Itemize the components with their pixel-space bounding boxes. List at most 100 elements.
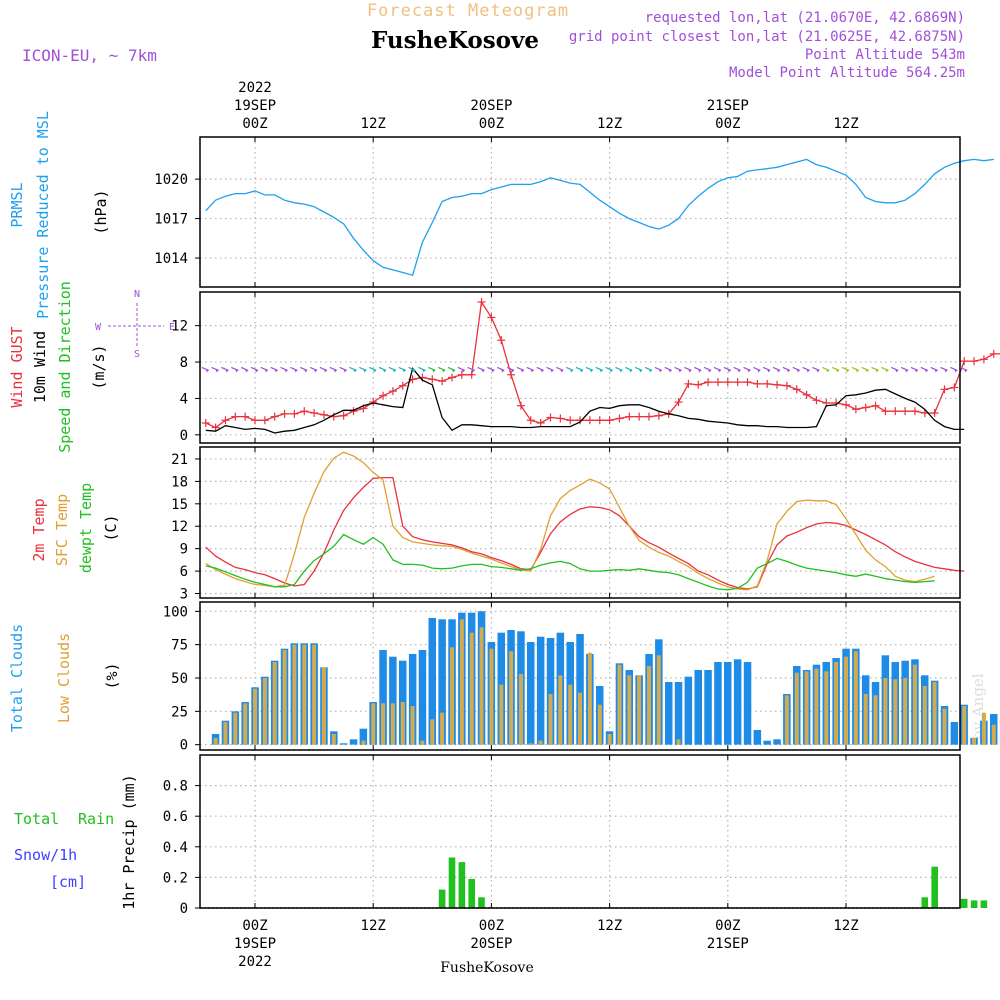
dewpt-line xyxy=(205,533,935,591)
temp-labels: 2m Temp SFC Temp dewpt Temp (C) xyxy=(30,483,120,573)
wind-arrow-head xyxy=(560,369,564,373)
gust-marker xyxy=(467,370,476,379)
wind-arrow-head xyxy=(383,369,387,373)
wind-arrow-head xyxy=(767,369,771,373)
low-cloud-bar xyxy=(853,651,858,745)
wind-arrow xyxy=(398,366,406,371)
pressure-line xyxy=(205,158,994,276)
wind-arrow xyxy=(437,366,446,371)
wind-arrow-head xyxy=(294,369,298,373)
wind-arrow-head xyxy=(255,369,258,373)
low-cloud-bar xyxy=(459,619,464,745)
low-cloud-bar xyxy=(568,684,573,745)
gust-marker xyxy=(615,414,624,423)
wind-arrow xyxy=(615,366,623,371)
gust-marker xyxy=(605,416,614,425)
wind-arrow xyxy=(250,366,259,371)
low-cloud-bar xyxy=(863,694,868,745)
y-tick-label: 25 xyxy=(171,704,188,720)
gust-marker xyxy=(851,405,860,414)
pressure-labels: PRMSL Pressure Reduced to MSL (hPa) xyxy=(8,111,110,319)
label-prmsl: PRMSL xyxy=(8,182,26,227)
total-cloud-bar xyxy=(379,650,387,745)
wind-arrow-head xyxy=(452,369,455,373)
total-cloud-bar xyxy=(408,654,417,745)
low-cloud-bar xyxy=(676,739,681,745)
requested-coords: requested lon,lat (21.0670E, 42.6869N) xyxy=(645,10,965,26)
pressure-panel: 1014 1017 1020 xyxy=(154,136,994,288)
wind-arrow-head xyxy=(639,369,643,373)
y-tick-label: 100 xyxy=(163,604,188,620)
wind-arrow xyxy=(240,366,249,371)
total-cloud-bar xyxy=(546,638,555,745)
wind-arrow-head xyxy=(737,369,741,373)
low-cloud-bar xyxy=(321,667,326,745)
gust-marker xyxy=(260,416,269,425)
y-tick-label: 75 xyxy=(171,638,188,654)
wind-arrow-head xyxy=(580,369,584,373)
wind-arrow-head xyxy=(786,369,790,373)
total-cloud-bar xyxy=(665,682,673,745)
wind-arrow xyxy=(280,366,288,371)
rain-bar xyxy=(438,889,446,908)
wind-arrow-head xyxy=(717,369,721,373)
time-label: 12Z xyxy=(361,918,386,934)
gust-marker xyxy=(861,403,870,412)
wind-arrow xyxy=(290,366,298,371)
low-cloud-bar xyxy=(262,678,267,745)
label-hpa: (hPa) xyxy=(92,189,110,234)
wind-frame xyxy=(199,291,961,444)
time-axis-bottom: 00Z 19SEP 2022 12Z 00Z 20SEP 12Z 00Z 21SEP 12Z xyxy=(234,918,859,970)
low-cloud-bar xyxy=(647,666,651,745)
wind-arrow-head xyxy=(924,369,928,373)
low-cloud-bar xyxy=(213,738,218,745)
low-cloud-bar xyxy=(607,734,612,745)
wind-arrow-head xyxy=(432,369,436,373)
low-cloud-bar xyxy=(469,632,474,745)
low-cloud-bar xyxy=(410,706,415,745)
wind-arrow xyxy=(891,366,899,371)
wind-arrow-head xyxy=(235,369,239,373)
y-tick-label: 50 xyxy=(171,671,188,687)
gust-marker xyxy=(645,412,653,421)
total-cloud-bar xyxy=(743,662,752,745)
low-cloud-bar xyxy=(440,712,445,745)
gust-marker xyxy=(457,370,466,379)
total-cloud-bar xyxy=(753,730,762,745)
wind-arrow-head xyxy=(570,369,574,373)
wind-arrow-head xyxy=(392,369,396,373)
total-cloud-bar xyxy=(428,618,436,745)
time-label: 12Z xyxy=(597,918,622,934)
wind-arrow-head xyxy=(914,369,918,373)
compass-n: N xyxy=(134,289,140,300)
wind-arrow-head xyxy=(875,369,879,373)
wind-arrow xyxy=(950,366,958,371)
gust-marker xyxy=(241,412,250,421)
wind-arrow xyxy=(388,366,397,371)
label-snow: Snow/1h xyxy=(14,846,77,864)
time-label: 12Z xyxy=(361,116,386,132)
wind-arrow-head xyxy=(333,369,337,373)
gust-marker xyxy=(704,378,713,387)
wind-arrow xyxy=(733,366,741,371)
low-cloud-bar xyxy=(509,651,514,745)
rain-bar xyxy=(448,857,456,908)
y-tick-label: 12 xyxy=(171,319,188,335)
wind-arrow-head xyxy=(304,369,308,373)
wind-arrow-head xyxy=(678,369,682,373)
low-cloud-bar xyxy=(253,688,257,745)
closest-coords: grid point closest lon,lat (21.0625E, 42… xyxy=(569,29,965,45)
low-cloud-bar xyxy=(814,668,819,745)
wind-arrow xyxy=(920,366,929,371)
y-tick-label: 0 xyxy=(180,901,188,917)
wind-arrow xyxy=(812,366,820,371)
y-tick-label: 0.8 xyxy=(163,779,188,795)
wind-arrow-head xyxy=(934,369,938,373)
total-cloud-bar xyxy=(704,670,712,745)
wind-arrow xyxy=(221,366,229,371)
wind-arrow xyxy=(831,366,840,371)
wind-arrow-head xyxy=(806,369,810,373)
time-label: 20SEP xyxy=(470,98,512,114)
low-cloud-bar xyxy=(893,679,898,745)
wind-arrow xyxy=(408,366,416,371)
